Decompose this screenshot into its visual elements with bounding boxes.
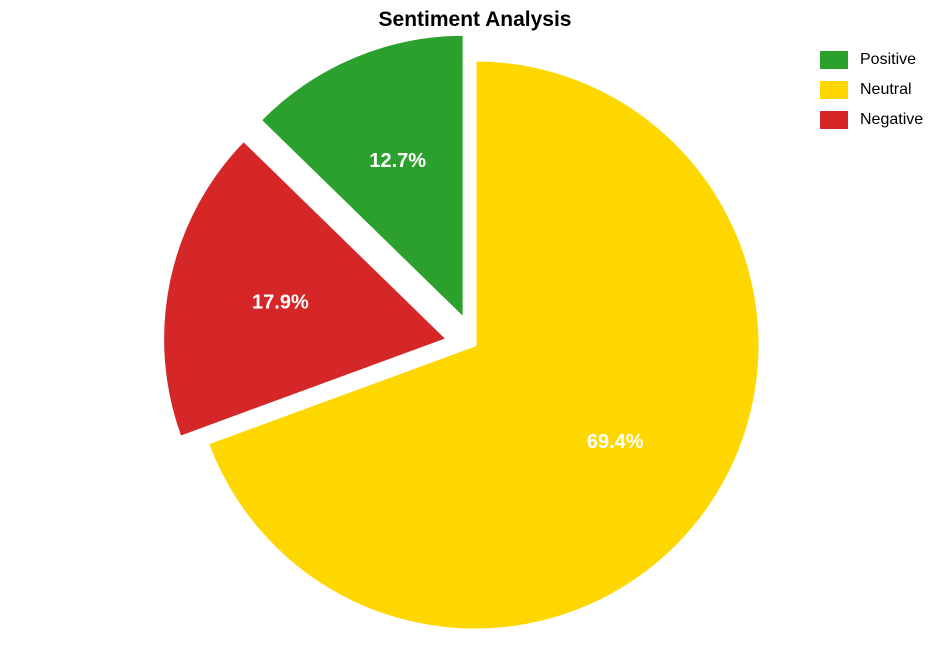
legend-label-positive: Positive bbox=[860, 51, 916, 69]
legend-swatch-positive bbox=[820, 51, 848, 69]
legend-swatch-negative bbox=[820, 111, 848, 129]
pie-slice-label-positive: 12.7% bbox=[369, 150, 426, 172]
pie-slice-label-neutral: 69.4% bbox=[587, 431, 644, 453]
pie-svg: 12.7% 17.9% 69.4% bbox=[0, 0, 950, 662]
legend-label-negative: Negative bbox=[860, 111, 923, 129]
legend-item-negative: Negative bbox=[820, 108, 923, 132]
legend-item-neutral: Neutral bbox=[820, 78, 923, 102]
legend-label-neutral: Neutral bbox=[860, 81, 912, 99]
legend: Positive Neutral Negative bbox=[820, 48, 923, 132]
sentiment-pie-chart: Sentiment Analysis 12.7%17.9%69.4% Posit… bbox=[0, 0, 950, 662]
legend-swatch-neutral bbox=[820, 81, 848, 99]
pie-slice-label-negative: 17.9% bbox=[252, 292, 309, 314]
legend-item-positive: Positive bbox=[820, 48, 923, 72]
